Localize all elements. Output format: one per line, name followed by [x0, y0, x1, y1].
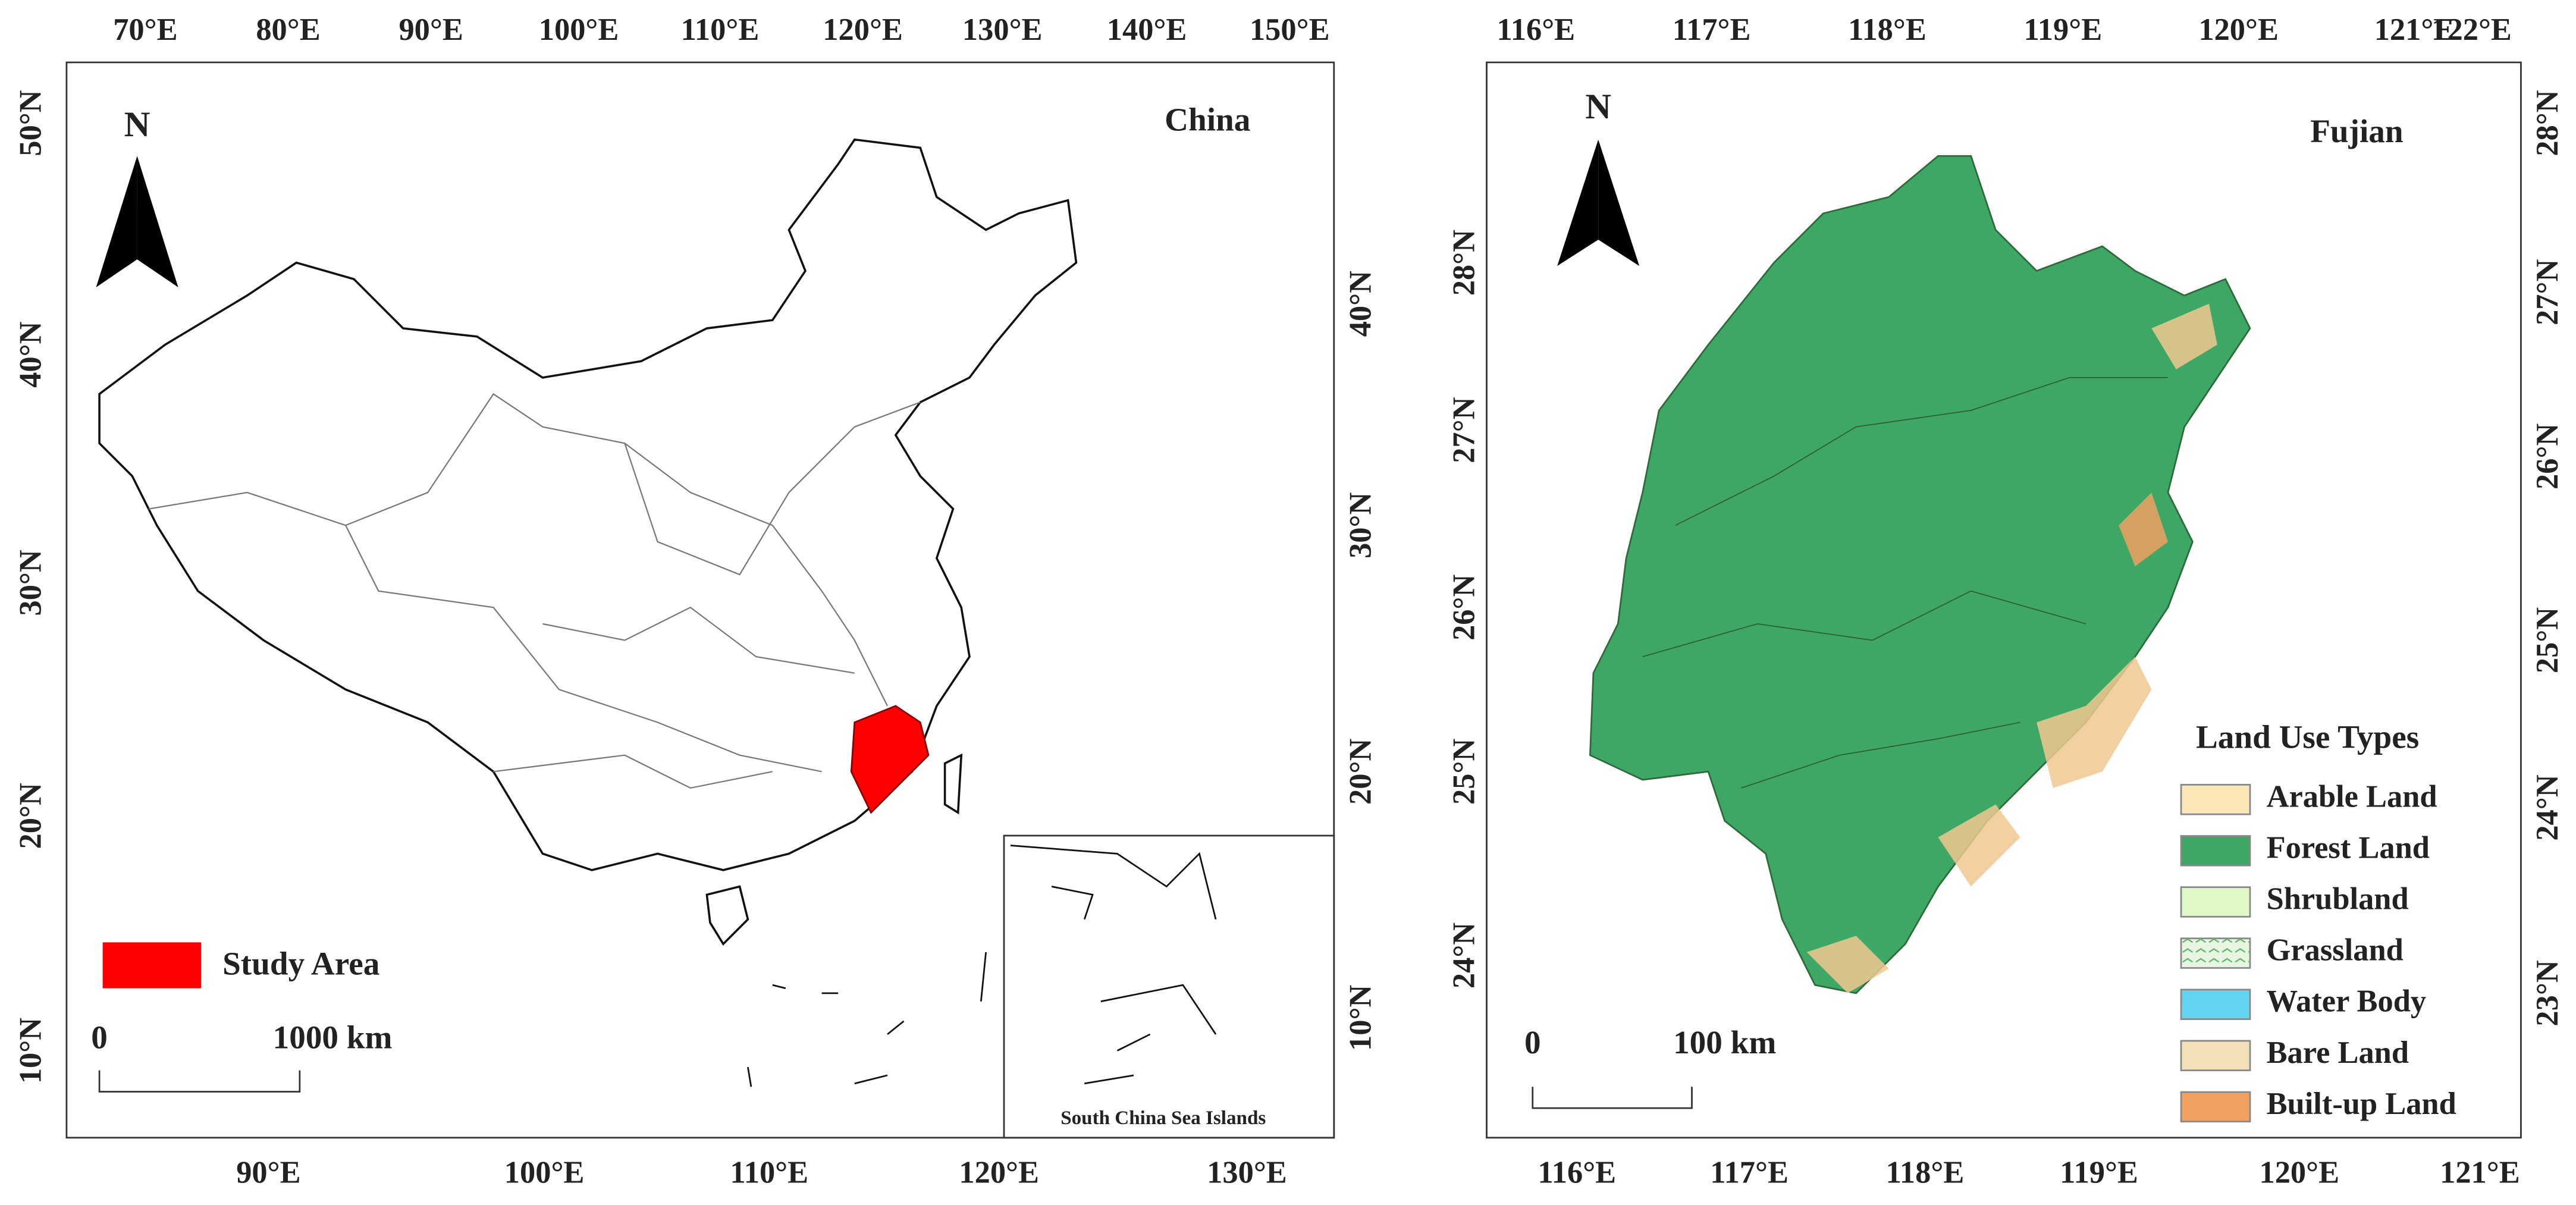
- coordinate-label: 10°N: [1344, 985, 1378, 1051]
- legend: Arable Land Forest Land Shrubland Grassland…: [2180, 779, 2456, 1123]
- coordinate-label: 116°E: [1538, 1155, 1616, 1190]
- china-outline: [98, 138, 1078, 946]
- coordinate-label: 80°E: [256, 12, 320, 47]
- scale-label: 0: [91, 1019, 108, 1056]
- coordinate-label: 28°N: [1447, 230, 1481, 296]
- legend-pattern: [2181, 938, 2250, 968]
- scale-label: 100 km: [1673, 1024, 1776, 1060]
- sea-islands: [747, 952, 987, 1087]
- coordinate-label: 120°E: [2259, 1155, 2339, 1190]
- coordinate-label: 120°E: [823, 12, 903, 47]
- legend-swatch: [2180, 835, 2251, 867]
- north-label: N: [124, 105, 150, 145]
- coordinate-label: 26°N: [1447, 575, 1481, 641]
- coordinate-label: 90°E: [399, 12, 463, 47]
- map-title: China: [1165, 102, 1250, 138]
- map-title: Fujian: [2310, 113, 2403, 149]
- inset-label: South China Sea Islands: [1060, 1107, 1266, 1129]
- legend-swatch: [2180, 784, 2251, 815]
- coordinate-label: 30°N: [14, 550, 48, 616]
- coordinate-label: 20°N: [14, 783, 48, 849]
- coordinate-label: 118°E: [1886, 1155, 1965, 1190]
- inset-frame: [1003, 834, 1335, 1139]
- coordinate-label: 140°E: [1107, 12, 1187, 47]
- coordinate-label: 100°E: [539, 12, 619, 47]
- coordinate-label: 130°E: [1207, 1155, 1287, 1190]
- legend-title: Land Use Types: [2196, 719, 2419, 755]
- coordinate-label: 90°E: [236, 1155, 300, 1190]
- coordinate-label: 122°E: [2431, 12, 2512, 47]
- coordinate-label: 119°E: [2023, 12, 2102, 47]
- legend-label: Water Body: [2267, 984, 2427, 1019]
- legend-swatch: [102, 942, 202, 989]
- coordinate-label: 24°N: [1447, 922, 1481, 989]
- coordinate-label: 24°N: [2530, 774, 2565, 840]
- coordinate-label: 110°E: [730, 1155, 808, 1190]
- coordinate-label: 110°E: [681, 12, 760, 47]
- scale-bar: [1532, 1087, 1693, 1109]
- coordinate-label: 10°N: [14, 1018, 48, 1084]
- landuse-patches: [1806, 303, 2217, 993]
- legend-label: Shrubland: [2267, 881, 2409, 916]
- coordinate-label: 28°N: [2530, 90, 2565, 156]
- coordinate-label: 40°N: [14, 321, 48, 387]
- fujian-landuse: [1589, 155, 2251, 994]
- legend-label: Grassland: [2267, 933, 2404, 968]
- coordinate-label: 25°N: [2530, 607, 2565, 673]
- coordinate-label: 40°N: [1344, 271, 1378, 337]
- coordinate-label: 117°E: [1710, 1155, 1789, 1190]
- coordinate-label: 50°N: [14, 90, 48, 156]
- coordinate-label: 25°N: [1447, 739, 1481, 805]
- legend-label: Bare Land: [2267, 1035, 2409, 1070]
- legend-label: Forest Land: [2267, 830, 2430, 865]
- coordinate-label: 118°E: [1848, 12, 1926, 47]
- scale-label: 1000 km: [273, 1019, 393, 1056]
- coordinate-label: 27°N: [1447, 397, 1481, 463]
- scale-label: 0: [1524, 1024, 1541, 1060]
- coordinate-label: 70°E: [113, 12, 177, 47]
- coordinate-label: 120°E: [2198, 12, 2279, 47]
- coordinate-label: 120°E: [959, 1155, 1039, 1190]
- legend-swatch: [2180, 1091, 2251, 1123]
- scale-bar: [98, 1070, 301, 1093]
- legend-label: Built-up Land: [2267, 1087, 2456, 1121]
- coordinate-label: 23°N: [2530, 960, 2565, 1026]
- coordinate-label: 30°N: [1344, 492, 1378, 558]
- coordinate-label: 121°E: [2440, 1155, 2520, 1190]
- legend-label: Arable Land: [2267, 779, 2437, 814]
- coordinate-label: 130°E: [962, 12, 1043, 47]
- coordinate-label: 121°E: [2374, 12, 2455, 47]
- legend-swatch: [2180, 989, 2251, 1020]
- coordinate-label: 150°E: [1250, 12, 1330, 47]
- legend-swatch: [2180, 1040, 2251, 1072]
- legend-swatch: [2180, 886, 2251, 918]
- province-lines: [148, 393, 921, 789]
- legend-label: Study Area: [222, 945, 379, 981]
- city-lines: [1642, 377, 2168, 789]
- coordinate-label: 117°E: [1673, 12, 1751, 47]
- coordinate-label: 100°E: [504, 1155, 585, 1190]
- study-area-fujian: [850, 705, 930, 814]
- coordinate-label: 119°E: [2060, 1155, 2138, 1190]
- inset-islands: [1010, 845, 1217, 1085]
- coordinate-label: 26°N: [2530, 423, 2565, 489]
- north-label: N: [1585, 87, 1611, 127]
- coordinate-label: 20°N: [1344, 739, 1378, 805]
- coordinate-label: 27°N: [2530, 259, 2565, 325]
- coordinate-label: 116°E: [1496, 12, 1575, 47]
